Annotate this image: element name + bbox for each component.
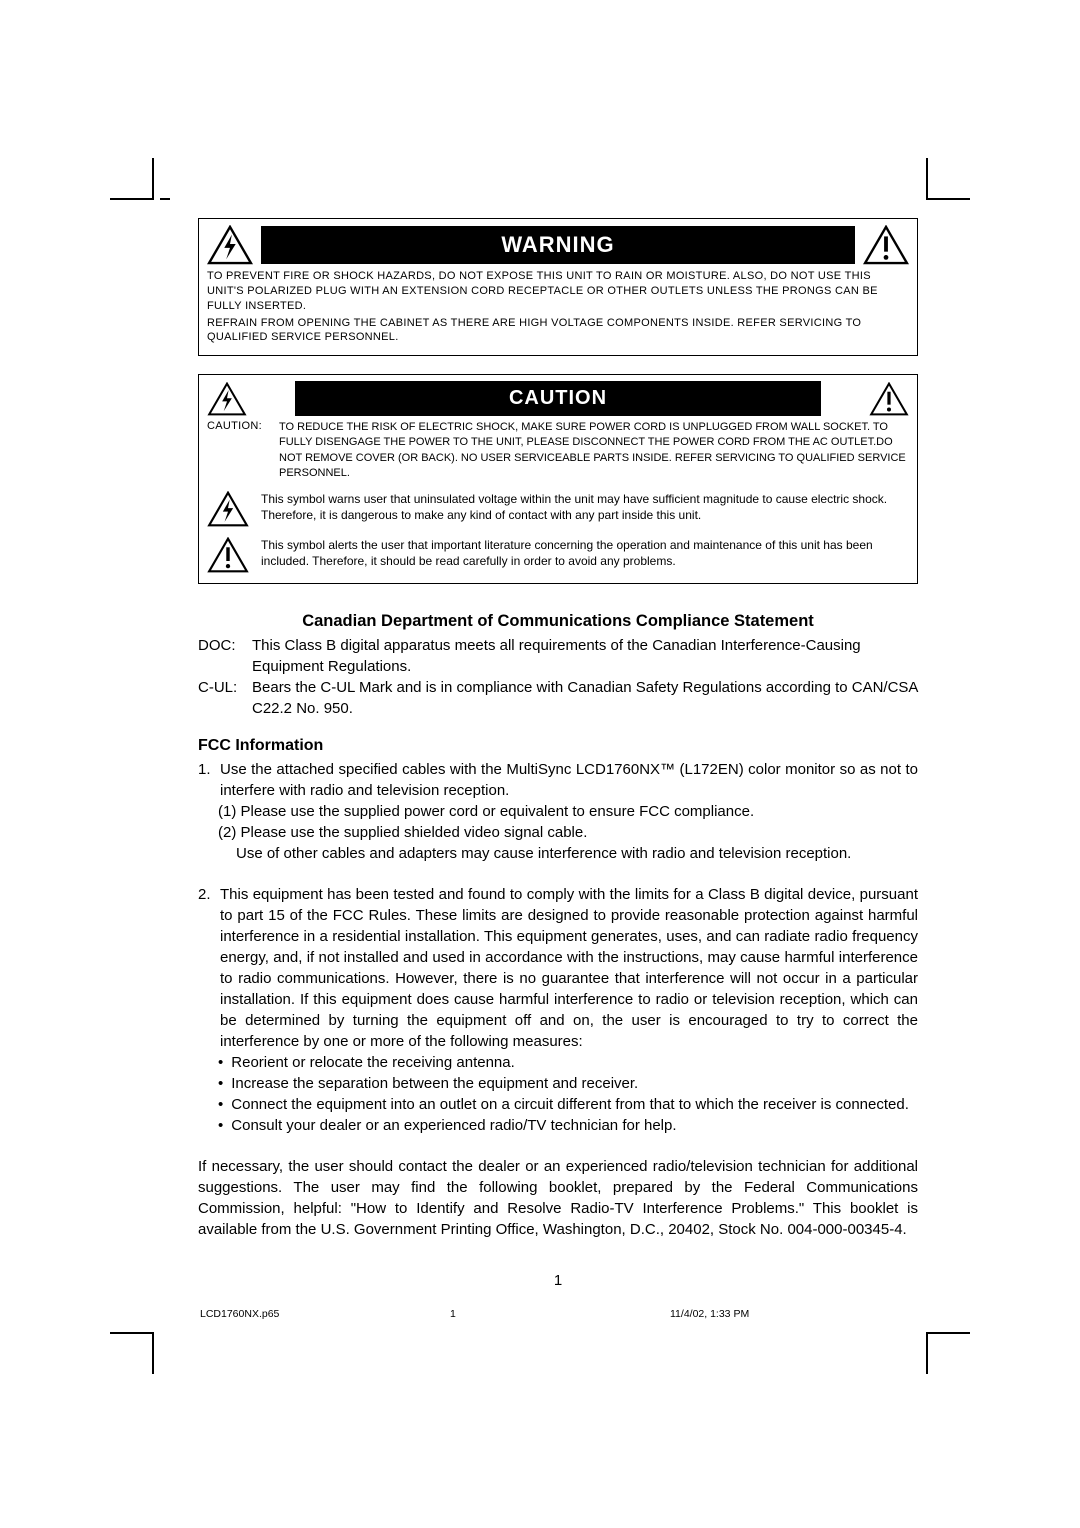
- warning-box: WARNING TO PREVENT FIRE OR SHOCK HAZARDS…: [198, 218, 918, 356]
- crop-mark: [928, 198, 970, 200]
- footer: LCD1760NX.p65 1 11/4/02, 1:33 PM: [200, 1308, 920, 1320]
- alert-icon: [869, 382, 909, 416]
- fcc-item-2-body: This equipment has been tested and found…: [220, 884, 918, 1052]
- bullet-text: Connect the equipment into an outlet on …: [231, 1094, 909, 1115]
- caution-box: CAUTION CAUTION: TO REDUCE THE RISK OF E…: [198, 374, 918, 584]
- symbol-row-2: This symbol alerts the user that importa…: [207, 537, 909, 573]
- footer-file: LCD1760NX.p65: [200, 1308, 450, 1320]
- item-number: 2.: [198, 884, 216, 1052]
- crop-mark: [926, 158, 928, 200]
- bullet-text: Increase the separation between the equi…: [231, 1073, 638, 1094]
- warning-text-1: TO PREVENT FIRE OR SHOCK HAZARDS, DO NOT…: [207, 269, 909, 314]
- warning-banner: WARNING: [261, 226, 855, 264]
- footer-date: 11/4/02, 1:33 PM: [670, 1308, 920, 1320]
- canadian-title: Canadian Department of Communications Co…: [198, 610, 918, 633]
- bullet-text: Reorient or relocate the receiving anten…: [231, 1052, 515, 1073]
- crop-mark: [110, 198, 152, 200]
- fcc-closing: If necessary, the user should contact th…: [198, 1156, 918, 1240]
- crop-mark: [152, 1332, 154, 1374]
- doc-label: DOC:: [198, 635, 246, 677]
- list-item: • Consult your dealer or an experienced r…: [218, 1115, 918, 1136]
- cul-body: Bears the C-UL Mark and is in compliance…: [252, 677, 918, 719]
- shock-hazard-icon: [207, 225, 253, 265]
- bullet-icon: •: [218, 1052, 223, 1073]
- list-item: • Reorient or relocate the receiving ante…: [218, 1052, 918, 1073]
- crop-mark: [928, 1332, 970, 1334]
- bullet-icon: •: [218, 1094, 223, 1115]
- fcc-bullets: • Reorient or relocate the receiving ante…: [198, 1052, 918, 1136]
- crop-mark: [152, 158, 154, 200]
- cul-item: C-UL: Bears the C-UL Mark and is in comp…: [198, 677, 918, 719]
- footer-page: 1: [450, 1308, 670, 1320]
- page-number: 1: [198, 1272, 918, 1289]
- fcc-item-2: 2. This equipment has been tested and fo…: [198, 884, 918, 1052]
- caution-label: CAUTION:: [207, 420, 271, 481]
- fcc-item-1-body: Use the attached specified cables with t…: [220, 759, 918, 801]
- fcc-item-1: 1. Use the attached specified cables wit…: [198, 759, 918, 801]
- crop-mark: [926, 1332, 928, 1374]
- crop-mark: [160, 198, 170, 200]
- caution-banner-row: CAUTION: [207, 381, 909, 416]
- symbol-1-text: This symbol warns user that uninsulated …: [261, 491, 909, 524]
- fcc-item-1a: (1) Please use the supplied power cord o…: [198, 801, 918, 822]
- warning-text-2: REFRAIN FROM OPENING THE CABINET AS THER…: [207, 316, 909, 346]
- fcc-item-1b: (2) Please use the supplied shielded vid…: [198, 822, 918, 843]
- cul-label: C-UL:: [198, 677, 246, 719]
- symbol-2-text: This symbol alerts the user that importa…: [261, 537, 909, 570]
- item-number: 1.: [198, 759, 216, 801]
- crop-mark: [110, 1332, 152, 1334]
- caution-main: CAUTION: TO REDUCE THE RISK OF ELECTRIC …: [207, 420, 909, 481]
- bullet-icon: •: [218, 1073, 223, 1094]
- list-item: • Connect the equipment into an outlet on…: [218, 1094, 918, 1115]
- symbol-row-1: This symbol warns user that uninsulated …: [207, 491, 909, 527]
- doc-body: This Class B digital apparatus meets all…: [252, 635, 918, 677]
- shock-hazard-icon: [207, 382, 247, 416]
- fcc-item-1c: Use of other cables and adapters may cau…: [198, 843, 918, 864]
- list-item: • Increase the separation between the equ…: [218, 1073, 918, 1094]
- doc-item: DOC: This Class B digital apparatus meet…: [198, 635, 918, 677]
- alert-icon: [863, 225, 909, 265]
- page-content: WARNING TO PREVENT FIRE OR SHOCK HAZARDS…: [198, 218, 918, 1289]
- bullet-text: Consult your dealer or an experienced ra…: [231, 1115, 676, 1136]
- alert-icon: [207, 537, 249, 573]
- caution-body: TO REDUCE THE RISK OF ELECTRIC SHOCK, MA…: [279, 420, 909, 481]
- warning-banner-row: WARNING: [207, 225, 909, 265]
- caution-banner: CAUTION: [295, 381, 821, 416]
- shock-hazard-icon: [207, 491, 249, 527]
- bullet-icon: •: [218, 1115, 223, 1136]
- fcc-title: FCC Information: [198, 735, 918, 757]
- canadian-section: Canadian Department of Communications Co…: [198, 610, 918, 1240]
